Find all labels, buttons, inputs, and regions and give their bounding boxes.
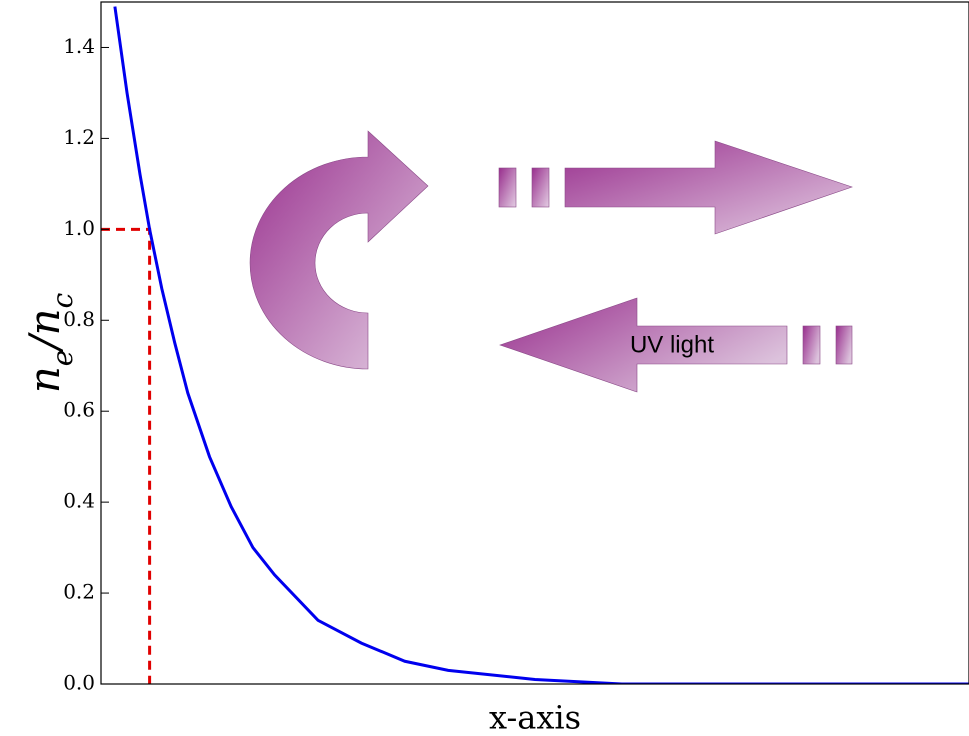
chart: UV light x-axis 0.00.20.40.60.81.01.21.4… — [0, 0, 969, 736]
y-tick-label: 1.0 — [63, 216, 95, 240]
y-tick-label: 1.4 — [63, 34, 95, 58]
x-axis-label: x-axis — [489, 699, 581, 736]
y-tick-label: 0.6 — [63, 398, 95, 422]
y-tick-label: 1.2 — [63, 125, 95, 149]
y-tick-label: 0.0 — [63, 671, 95, 695]
right-arrow — [499, 141, 852, 234]
page: UV light x-axis 0.00.20.40.60.81.01.21.4… — [0, 0, 969, 736]
y-axis-label: ne/nc — [20, 292, 79, 393]
decor-arrows — [250, 131, 852, 392]
threshold-line — [101, 229, 150, 684]
y-tick-label: 0.2 — [63, 580, 95, 604]
annotation: UV light — [630, 331, 714, 358]
curved-arrow — [250, 131, 428, 369]
y-tick-label: 0.4 — [63, 489, 95, 513]
